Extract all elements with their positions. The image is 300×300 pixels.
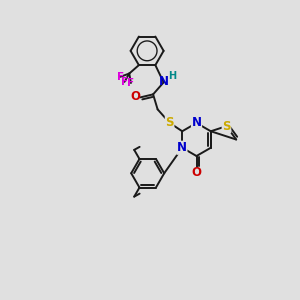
Text: N: N	[191, 116, 202, 129]
Text: F: F	[117, 72, 124, 82]
Text: S: S	[165, 116, 174, 129]
Text: H: H	[168, 71, 176, 81]
Text: S: S	[222, 120, 231, 133]
Text: F: F	[121, 77, 128, 87]
Text: O: O	[191, 166, 202, 179]
Text: N: N	[177, 141, 187, 154]
Text: F: F	[128, 78, 134, 88]
Text: N: N	[159, 75, 169, 88]
Text: O: O	[130, 90, 140, 103]
